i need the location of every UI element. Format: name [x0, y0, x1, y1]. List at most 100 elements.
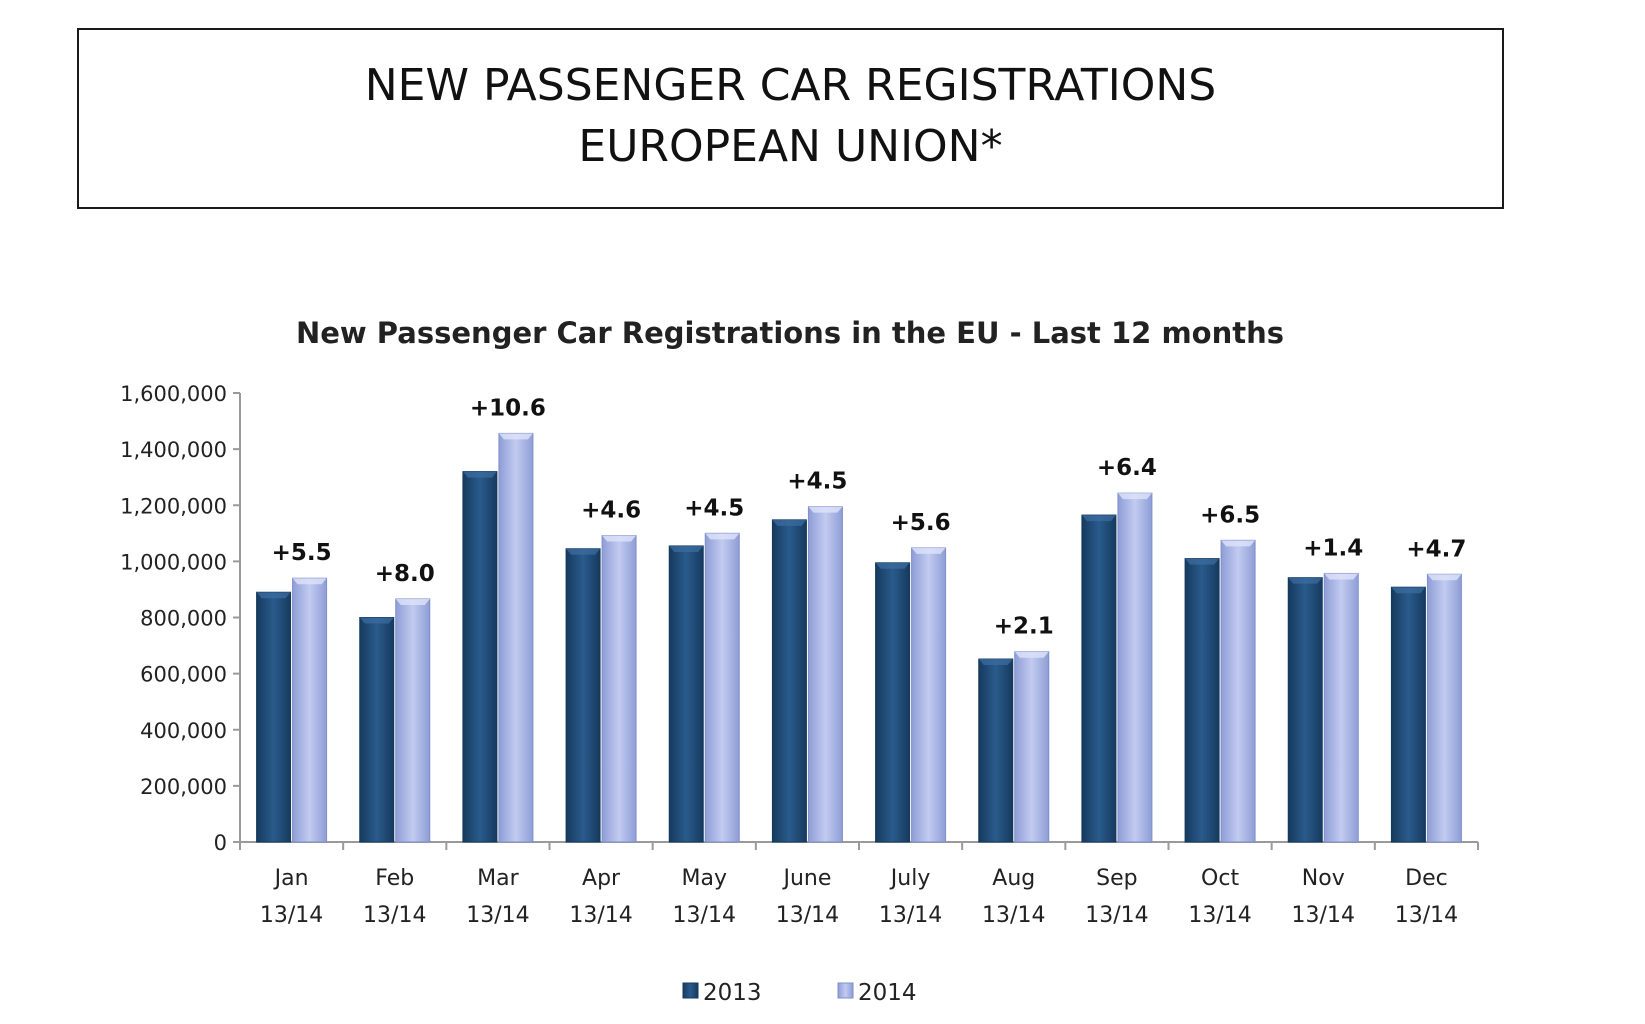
- data-label: +6.5: [1200, 502, 1260, 528]
- x-tick-label-period: 13/14: [466, 903, 529, 928]
- bar-2014-bevel: [1014, 651, 1049, 658]
- bar-2014: [911, 547, 947, 843]
- bar-2013-bevel: [978, 659, 1013, 666]
- bar-2013: [668, 545, 704, 843]
- data-label: +2.1: [994, 614, 1054, 640]
- header-title-line1: NEW PASSENGER CAR REGISTRATIONS: [364, 60, 1217, 111]
- data-label: +8.0: [375, 561, 435, 587]
- bar-2014: [807, 506, 843, 843]
- bar-2013-bevel: [1391, 587, 1426, 594]
- y-tick-label: 1,400,000: [120, 438, 227, 462]
- data-label: +4.5: [684, 495, 744, 521]
- x-tick-label-period: 13/14: [1085, 903, 1148, 928]
- y-tick-label: 800,000: [140, 607, 227, 631]
- bar-2013-bevel: [462, 471, 497, 478]
- bar-2013-bevel: [256, 592, 291, 599]
- chart-legend: 2013 2014: [682, 980, 917, 1006]
- x-tick-label-period: 13/14: [673, 903, 736, 928]
- x-tick-label-month: Apr: [582, 866, 621, 891]
- bar-2014: [1117, 492, 1153, 843]
- bar-2013-bevel: [772, 519, 807, 526]
- x-tick-label-period: 13/14: [982, 903, 1045, 928]
- data-label: +4.7: [1406, 536, 1466, 562]
- bar-2013: [875, 562, 911, 843]
- legend-swatch-2013: [682, 982, 699, 999]
- x-tick-label-month: Jan: [273, 866, 309, 891]
- x-tick-label-period: 13/14: [363, 903, 426, 928]
- x-tick-label-month: July: [889, 866, 931, 891]
- bar-2014: [601, 535, 637, 843]
- legend-swatch-2014: [837, 982, 854, 999]
- y-tick-label: 400,000: [140, 719, 227, 743]
- bar-2013: [1081, 514, 1117, 843]
- bar-2013-bevel: [566, 548, 601, 555]
- bar-2014: [292, 577, 328, 843]
- data-label: +1.4: [1303, 535, 1363, 561]
- bar-2013: [1390, 586, 1426, 843]
- bar-2013-bevel: [669, 545, 704, 552]
- bar-2014: [1426, 573, 1462, 843]
- y-tick-label: 200,000: [140, 775, 227, 799]
- bar-2013: [978, 658, 1014, 843]
- header-title-line2: EUROPEAN UNION*: [578, 121, 1003, 172]
- bar-2014-bevel: [808, 506, 843, 513]
- bar-2013: [565, 548, 601, 843]
- bar-2013-bevel: [875, 562, 910, 569]
- chart-bars: [256, 432, 1462, 843]
- bar-2013: [462, 471, 498, 843]
- bar-2014: [704, 532, 740, 843]
- x-tick-label-period: 13/14: [1395, 903, 1458, 928]
- y-tick-label: 1,600,000: [120, 382, 227, 406]
- bar-2014: [498, 432, 534, 843]
- bar-2014: [1323, 572, 1359, 843]
- bar-2013-bevel: [1288, 577, 1323, 584]
- data-label: +4.5: [787, 469, 847, 495]
- x-tick-label-month: Aug: [992, 866, 1035, 891]
- x-tick-label-month: May: [682, 866, 727, 891]
- x-tick-label-period: 13/14: [260, 903, 323, 928]
- data-label: +10.6: [470, 395, 546, 421]
- data-label: +4.6: [581, 498, 641, 524]
- bar-2013: [1287, 577, 1323, 843]
- legend-label-2014: 2014: [858, 980, 917, 1006]
- bar-2014-bevel: [602, 535, 637, 542]
- y-tick-label: 1,200,000: [120, 494, 227, 518]
- x-tick-label-period: 13/14: [776, 903, 839, 928]
- x-tick-label-month: June: [781, 866, 831, 891]
- x-tick-label-month: Sep: [1096, 866, 1137, 891]
- y-tick-label: 1,000,000: [120, 550, 227, 574]
- header-box: NEW PASSENGER CAR REGISTRATIONS EUROPEAN…: [77, 28, 1504, 209]
- bar-2014-bevel: [1221, 540, 1256, 547]
- bar-2014-bevel: [705, 533, 740, 540]
- bar-2014-bevel: [395, 598, 430, 605]
- x-tick-label-month: Feb: [375, 866, 414, 891]
- legend-label-2013: 2013: [703, 980, 762, 1006]
- x-tick-label-month: Oct: [1201, 866, 1239, 891]
- bar-2013: [359, 617, 395, 843]
- bar-2014: [395, 598, 431, 843]
- x-tick-label-month: Nov: [1302, 866, 1345, 891]
- data-label: +6.4: [1097, 455, 1157, 481]
- x-tick-label-month: Dec: [1405, 866, 1448, 891]
- x-tick-label-month: Mar: [477, 866, 519, 891]
- bar-2014-bevel: [1324, 573, 1359, 580]
- bar-2014: [1014, 651, 1050, 843]
- x-tick-label-period: 13/14: [879, 903, 942, 928]
- chart-labels: +5.5 Jan 13/14 +8.0 Feb 13/14 +10.6 Mar 13/14 +4.…: [260, 395, 1467, 928]
- y-tick-label: 600,000: [140, 663, 227, 687]
- bar-2014-bevel: [498, 433, 533, 440]
- bar-2013-bevel: [359, 617, 394, 624]
- bar-2014-bevel: [1427, 574, 1462, 581]
- y-tick-label: 0: [214, 831, 227, 855]
- bar-2013: [771, 519, 807, 843]
- bar-2013-bevel: [1185, 558, 1220, 565]
- data-label: +5.6: [891, 510, 951, 536]
- bar-2014: [1220, 539, 1256, 843]
- x-tick-label-period: 13/14: [569, 903, 632, 928]
- bar-2013: [256, 591, 292, 843]
- bar-2013: [1184, 558, 1220, 843]
- chart-axes: 0 200,000 400,000 600,000 800,000 1,000,000 1,…: [120, 382, 1479, 855]
- bar-2014-bevel: [1117, 493, 1152, 500]
- bar-2014-bevel: [911, 547, 946, 554]
